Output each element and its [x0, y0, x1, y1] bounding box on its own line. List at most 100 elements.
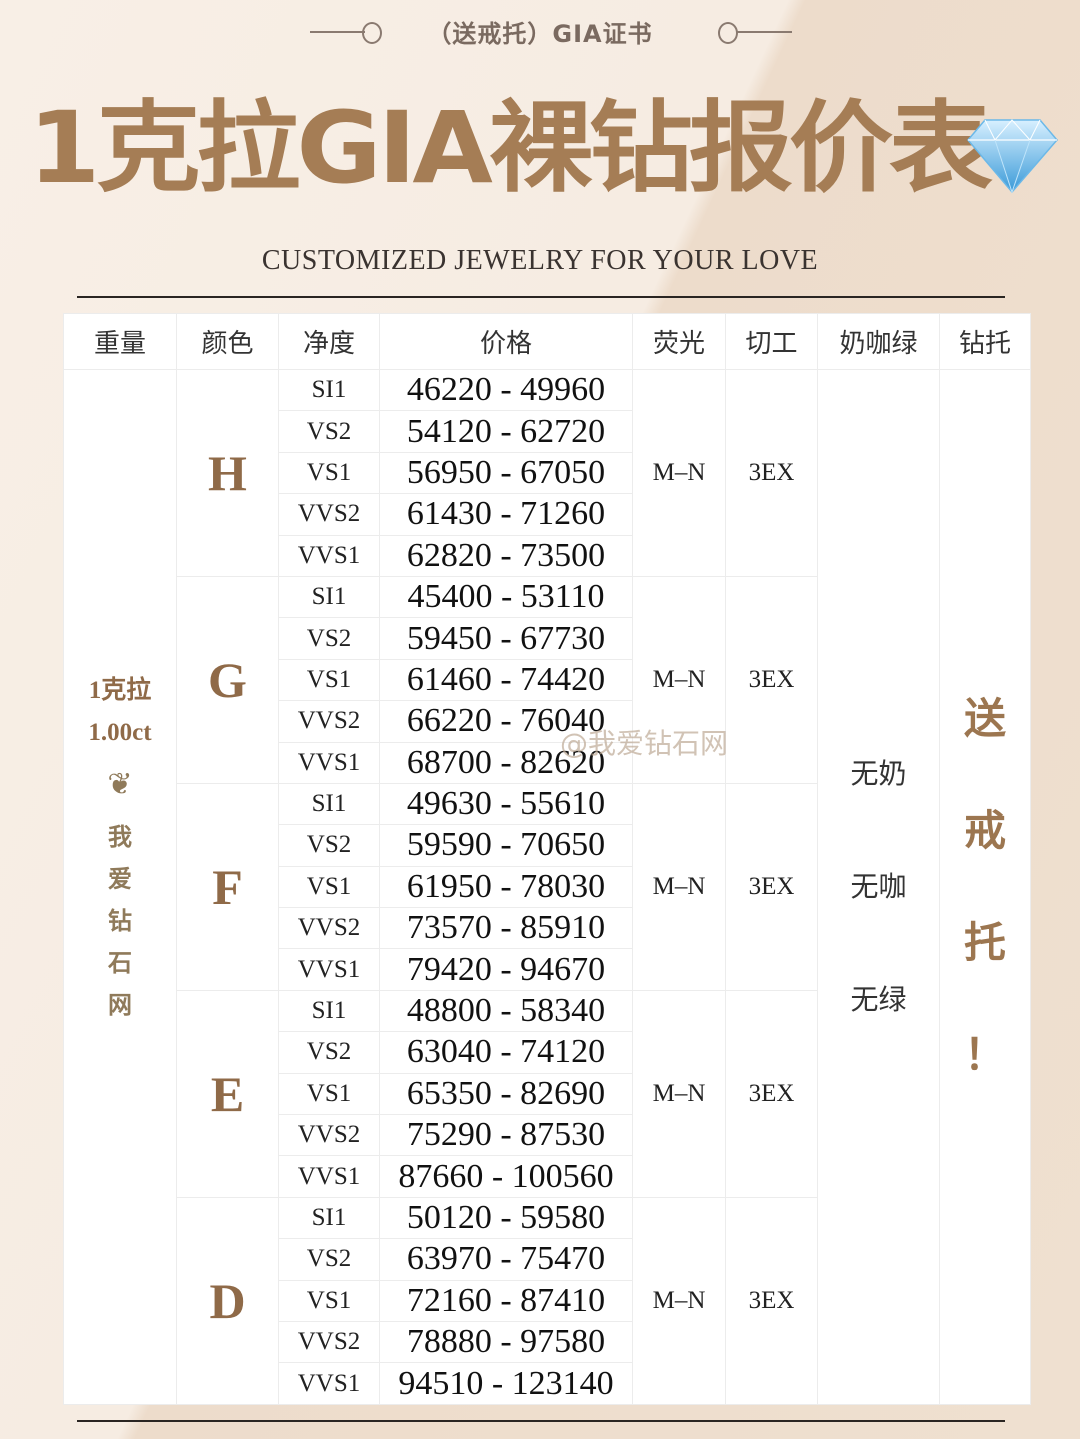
- clarity-cell: VS2: [278, 617, 380, 660]
- clarity-cell: VS2: [278, 824, 380, 867]
- clarity-cell: VVS1: [278, 948, 380, 991]
- clarity-cell: SI1: [278, 1196, 380, 1240]
- color-grade: D: [176, 1196, 279, 1405]
- setting-char: 戒: [963, 805, 1006, 855]
- price-cell: 62820 - 73500: [379, 534, 633, 577]
- brand-char: 爱: [108, 865, 132, 893]
- clarity-cell: VVS1: [278, 1155, 380, 1198]
- table-row: VVS1 62820 - 73500: [64, 534, 1031, 577]
- fluorescence-cell: M–N: [632, 782, 726, 991]
- setting-char: 送: [963, 693, 1006, 743]
- fluorescence-cell: M–N: [632, 989, 726, 1198]
- cut-cell: 3EX: [725, 782, 818, 991]
- price-cell: 63970 - 75470: [379, 1238, 633, 1281]
- milky-label: 无绿: [850, 983, 907, 1017]
- cut-cell: 3EX: [725, 575, 818, 784]
- clarity-cell: VS2: [278, 410, 380, 453]
- table-row: VS2 63040 - 74120: [64, 1031, 1031, 1074]
- clarity-cell: VVS1: [278, 741, 380, 784]
- price-cell: 46220 - 49960: [379, 368, 633, 412]
- subtitle: CUSTOMIZED JEWELRY FOR YOUR LOVE: [261, 245, 819, 276]
- table-row: VVS1 87660 - 100560: [64, 1155, 1031, 1198]
- table-row: VVS2 66220 - 76040: [64, 700, 1031, 743]
- price-cell: 75290 - 87530: [379, 1114, 633, 1157]
- price-cell: 61950 - 78030: [379, 865, 633, 909]
- clarity-cell: VS1: [278, 865, 380, 909]
- price-cell: 87660 - 100560: [379, 1155, 633, 1198]
- clarity-cell: SI1: [278, 782, 380, 826]
- milky-cell: 无奶 无咖 无绿: [817, 369, 940, 1405]
- clarity-cell: VVS2: [278, 1114, 380, 1157]
- cut-cell: 3EX: [725, 369, 818, 577]
- diamond-icon: [967, 119, 1058, 194]
- decor-circle-right: [718, 22, 738, 44]
- tagline: （送戒托）GIA证书: [0, 14, 1080, 49]
- table-row: VS1 72160 - 87410: [64, 1279, 1031, 1322]
- milky-label: 无咖: [850, 870, 907, 904]
- clarity-cell: SI1: [278, 989, 380, 1033]
- clarity-cell: VS1: [278, 1072, 380, 1116]
- clarity-cell: VVS2: [278, 907, 380, 950]
- clarity-cell: VS1: [278, 1279, 380, 1322]
- column-header: 奶咖绿: [817, 313, 940, 370]
- table-row: VS2 59450 - 67730: [64, 617, 1031, 660]
- tagline-text: （送戒托）GIA证书: [427, 20, 653, 48]
- price-cell: 59590 - 70650: [379, 824, 633, 867]
- color-grade: H: [176, 369, 279, 577]
- price-cell: 61460 - 74420: [379, 658, 633, 702]
- column-header: 净度: [278, 313, 380, 370]
- table-row: D SI1 50120 - 59580 M–N 3EX: [64, 1196, 1031, 1405]
- clarity-cell: SI1: [278, 575, 380, 619]
- color-grade: E: [176, 989, 279, 1198]
- fluorescence-cell: M–N: [632, 369, 726, 577]
- setting-cell: 送戒托 ！: [939, 369, 1031, 1405]
- table-row: F SI1 49630 - 55610 M–N 3EX: [64, 782, 1031, 991]
- brand-char: 石: [108, 949, 132, 977]
- table-row: G SI1 45400 - 53110 M–N 3EX: [64, 575, 1031, 784]
- price-cell: 68700 - 82620: [379, 741, 633, 784]
- clarity-cell: VVS1: [278, 1362, 380, 1405]
- decor-circle-left: [362, 22, 382, 44]
- price-cell: 48800 - 58340: [379, 989, 633, 1033]
- setting-char: 托: [963, 917, 1006, 967]
- brand-char: 钻: [108, 907, 132, 935]
- price-cell: 54120 - 62720: [379, 410, 633, 453]
- setting-char: ！: [963, 1029, 1006, 1079]
- color-grade: G: [176, 575, 279, 784]
- price-cell: 78880 - 97580: [379, 1320, 633, 1364]
- price-cell: 63040 - 74120: [379, 1031, 633, 1074]
- table-row: VVS2 73570 - 85910: [64, 907, 1031, 950]
- clarity-cell: VS2: [278, 1238, 380, 1281]
- price-cell: 45400 - 53110: [379, 575, 633, 619]
- table-header: 重量 颜色 净度 价格 荧光 切工 奶咖绿 钻托: [63, 313, 1031, 370]
- price-cell: 73570 - 85910: [379, 907, 633, 950]
- price-cell: 56950 - 67050: [379, 451, 633, 495]
- price-cell: 72160 - 87410: [379, 1279, 633, 1322]
- watermark: @我爱钻石网: [560, 727, 729, 760]
- column-header: 荧光: [632, 313, 726, 370]
- table-row: VS2 54120 - 62720: [64, 410, 1031, 453]
- color-grade: F: [176, 782, 279, 991]
- cut-cell: 3EX: [725, 989, 818, 1198]
- column-header: 价格: [379, 313, 633, 370]
- price-cell: 65350 - 82690: [379, 1072, 633, 1116]
- table-row: VVS2 78880 - 97580: [64, 1320, 1031, 1364]
- divider-bottom: [77, 1420, 1005, 1422]
- price-cell: 79420 - 94670: [379, 948, 633, 991]
- table-row: VVS1 94510 - 123140: [64, 1362, 1031, 1405]
- price-cell: 49630 - 55610: [379, 782, 633, 826]
- decor-line-right: [737, 31, 792, 33]
- page-title: 1克拉GIA裸钻报价表: [28, 90, 993, 206]
- weight-cell: 1克拉 1.00ct ❦ 我爱钻石网: [63, 369, 177, 1405]
- column-header: 钻托: [939, 313, 1031, 370]
- column-header: 重量: [63, 313, 177, 370]
- weight-label: 1.00ct: [88, 719, 152, 746]
- clarity-cell: VS1: [278, 451, 380, 495]
- clarity-cell: VVS2: [278, 1320, 380, 1364]
- clarity-cell: VS1: [278, 658, 380, 702]
- clarity-cell: VVS1: [278, 534, 380, 577]
- column-header: 切工: [725, 313, 818, 370]
- column-header: 颜色: [176, 313, 279, 370]
- table-row: VS2 59590 - 70650: [64, 824, 1031, 867]
- divider-top: [77, 296, 1005, 298]
